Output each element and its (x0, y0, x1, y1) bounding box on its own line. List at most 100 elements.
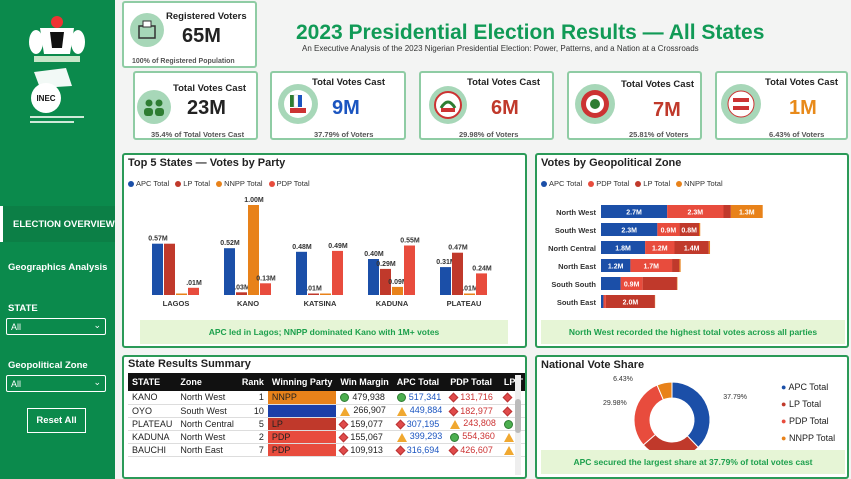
data-label: 1.3M (739, 210, 755, 217)
donut-slice (671, 381, 711, 449)
bar (188, 287, 199, 295)
bar-segment (730, 205, 763, 218)
margin-value: 155,067 (350, 431, 383, 442)
table-row[interactable]: KANO North West 1 NNPP 479,938 517,341 1… (128, 391, 525, 405)
data-label: 0.31M (436, 259, 456, 266)
legend-label: APC Total (549, 179, 583, 188)
bar-segment (620, 277, 643, 290)
cell-state: KADUNA (128, 430, 177, 444)
kpi-title: Total Votes Cast (312, 77, 386, 88)
scrollbar-thumb[interactable] (515, 399, 521, 433)
status-triangle-icon (503, 445, 514, 455)
col-apc-total[interactable]: APC Total (392, 373, 447, 391)
x-tick-label: PLATEAU (447, 299, 482, 308)
table-scrollbar[interactable] (515, 375, 521, 475)
table-row[interactable]: BAUCHI North East 7 PDP 109,913 316,694 … (128, 443, 525, 457)
col-rank[interactable]: Rank (237, 373, 268, 391)
bar (224, 248, 235, 295)
table-row[interactable]: KADUNA North West 2 PDP 155,067 399,293 … (128, 430, 525, 444)
kpi-value: 7M (653, 99, 681, 121)
kpi-title: Total Votes Cast (173, 83, 247, 94)
y-tick-label: South East (557, 298, 597, 307)
data-label: 0.40M (364, 251, 384, 258)
legend-label: PDP Total (788, 416, 829, 426)
legend-item: ● PDP Total (781, 416, 829, 426)
cell-pdp: 554,360 (446, 430, 500, 444)
cell-zone: North Central (176, 417, 238, 431)
bar (440, 267, 451, 295)
status-triangle-icon (396, 432, 407, 442)
reset-all-button[interactable]: Reset All (27, 408, 86, 433)
data-label: 0.57M (148, 236, 168, 243)
x-tick-label: KADUNA (376, 299, 409, 308)
data-label: 0.09M (388, 279, 408, 286)
col-win-margin[interactable]: Win Margin (336, 373, 393, 391)
bar (464, 293, 475, 295)
donut-slice (633, 384, 665, 446)
col-state[interactable]: STATE (128, 373, 177, 391)
cell-party: LP (267, 417, 337, 431)
status-triangle-icon (503, 432, 514, 442)
cell-lp (499, 417, 525, 431)
zone-panel: Votes by Geopolitical Zone APC Total PDP… (535, 153, 849, 348)
share-note: APC secured the largest share at 37.79% … (541, 450, 845, 474)
registered-voters-card: Registered Voters 65M 100% of Registered… (122, 1, 257, 68)
status-diamond-icon (502, 392, 513, 403)
col-lp-total[interactable]: LP T (499, 373, 525, 391)
cell-party: PDP (267, 443, 337, 457)
cell-zone: North West (176, 430, 238, 444)
data-label: 0.8M (681, 228, 697, 235)
bar (380, 268, 391, 295)
data-label: 0.52M (220, 240, 240, 247)
data-label: 0.24M (472, 265, 492, 272)
table-header-row: STATE Zone Rank Winning Party Win Margin… (128, 373, 525, 391)
cell-state: OYO (128, 404, 177, 418)
nav-election-overview[interactable]: ELECTION OVERVIEW (0, 206, 115, 242)
state-results-panel: State Results Summary STATE Zone Rank Wi… (122, 355, 527, 479)
table-row[interactable]: OYO South West 10 APC 266,907 449,884 18… (128, 404, 525, 418)
legend-label: LP Total (788, 399, 822, 409)
legend-item: PDP Total (268, 179, 310, 188)
data-label: 1.7M (643, 264, 659, 271)
x-tick-label: KATSINA (304, 299, 337, 308)
cell-rank: 5 (237, 417, 268, 431)
y-tick-label: North East (558, 262, 596, 271)
bar-segment (645, 241, 675, 254)
cell-state: BAUCHI (128, 443, 177, 457)
ballot-box-icon (130, 13, 164, 47)
data-label: 1.2M (652, 246, 668, 253)
status-circle-icon (396, 393, 406, 403)
kpi-lp-card: Total Votes Cast 7M 25.81% of Voters (567, 71, 702, 140)
cell-rank: 1 (237, 391, 268, 405)
data-label: 0.13M (256, 275, 276, 282)
legend-item: ● APC Total (781, 382, 829, 392)
bar-segment (601, 277, 621, 290)
status-diamond-icon (395, 445, 406, 456)
bar-segment (630, 259, 673, 272)
col-pdp-total[interactable]: PDP Total (446, 373, 500, 391)
zone-filter-value: All (11, 379, 22, 389)
bar (296, 251, 307, 295)
pdp-value: 554,360 (462, 431, 495, 442)
bar (236, 292, 247, 295)
cell-rank: 2 (237, 430, 268, 444)
status-circle-icon (503, 419, 513, 429)
slice-label: 29.98% (603, 400, 627, 407)
pdp-value: 182,977 (460, 405, 493, 416)
zone-filter-select[interactable]: All ⌄ (6, 375, 106, 392)
cell-state: KANO (128, 391, 177, 405)
data-label: 1.8M (615, 246, 631, 253)
nav-geographics-analysis[interactable]: Geographics Analysis (8, 262, 108, 273)
apc-value: 449,884 (409, 405, 443, 416)
pdp-value: 426,607 (460, 444, 493, 455)
cell-pdp: 243,808 (446, 417, 500, 431)
bar-segment (679, 259, 681, 272)
col-zone[interactable]: Zone (176, 373, 238, 391)
bar (176, 293, 187, 295)
page-subtitle: An Executive Analysis of the 2023 Nigeri… (302, 44, 699, 53)
table-row[interactable]: PLATEAU North Central 5 LP 159,077 307,1… (128, 417, 525, 431)
pdp-logo-icon (429, 86, 467, 124)
bar (452, 252, 463, 295)
state-filter-select[interactable]: All ⌄ (6, 318, 106, 335)
col-winning-party[interactable]: Winning Party (267, 373, 337, 391)
